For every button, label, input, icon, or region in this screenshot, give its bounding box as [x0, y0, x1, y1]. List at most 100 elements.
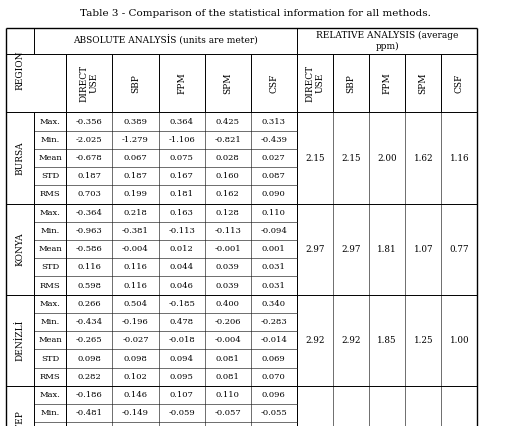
Text: ABSOLUTE ANALYSİS (units are meter): ABSOLUTE ANALYSİS (units are meter)	[73, 35, 257, 46]
Text: Min.: Min.	[40, 409, 60, 417]
Text: CSF: CSF	[269, 73, 278, 93]
Text: STD: STD	[41, 354, 59, 363]
Text: Table 3 - Comparison of the statistical information for all methods.: Table 3 - Comparison of the statistical …	[79, 9, 430, 18]
Text: 0.77: 0.77	[448, 245, 468, 253]
Text: SBP: SBP	[346, 74, 355, 92]
Text: 0.163: 0.163	[169, 209, 193, 217]
Text: Min.: Min.	[40, 227, 60, 235]
Text: 0.098: 0.098	[77, 354, 101, 363]
Text: STD: STD	[41, 263, 59, 271]
Text: 1.07: 1.07	[413, 245, 432, 253]
Text: Max.: Max.	[40, 300, 60, 308]
Text: -0.586: -0.586	[76, 245, 102, 253]
Text: -0.018: -0.018	[168, 336, 194, 344]
Text: 0.282: 0.282	[77, 373, 101, 381]
Text: 2.15: 2.15	[341, 153, 360, 163]
Text: RELATIVE ANALYSIS (average
ppm): RELATIVE ANALYSIS (average ppm)	[315, 31, 458, 51]
Text: 0.044: 0.044	[169, 263, 193, 271]
Text: -0.364: -0.364	[76, 209, 103, 217]
Text: SBP: SBP	[131, 74, 139, 92]
Text: FPM: FPM	[177, 72, 186, 94]
Text: 0.028: 0.028	[215, 154, 239, 162]
Text: -0.186: -0.186	[76, 391, 102, 399]
Text: Min.: Min.	[40, 318, 60, 326]
Text: 0.039: 0.039	[215, 263, 239, 271]
Text: -1.279: -1.279	[122, 136, 149, 144]
Text: -0.004: -0.004	[214, 336, 241, 344]
Text: 0.012: 0.012	[169, 245, 193, 253]
Text: -0.481: -0.481	[76, 409, 103, 417]
Text: 0.031: 0.031	[262, 263, 285, 271]
Text: RMS: RMS	[40, 373, 60, 381]
Text: 0.400: 0.400	[215, 300, 239, 308]
Text: 0.128: 0.128	[215, 209, 239, 217]
Text: 2.00: 2.00	[377, 153, 396, 163]
Text: 0.478: 0.478	[169, 318, 193, 326]
Text: 0.096: 0.096	[262, 391, 285, 399]
Text: 0.425: 0.425	[215, 118, 239, 126]
Text: 0.313: 0.313	[261, 118, 285, 126]
Text: Max.: Max.	[40, 209, 60, 217]
Text: SPM: SPM	[418, 72, 427, 94]
Text: Mean: Mean	[38, 154, 62, 162]
Text: 1.00: 1.00	[448, 336, 468, 345]
Text: 0.116: 0.116	[123, 263, 147, 271]
Text: 0.181: 0.181	[169, 190, 193, 199]
Text: 0.266: 0.266	[77, 300, 101, 308]
Text: 0.598: 0.598	[77, 282, 101, 290]
Text: -0.265: -0.265	[76, 336, 102, 344]
Text: -0.094: -0.094	[260, 227, 287, 235]
Text: -0.821: -0.821	[214, 136, 241, 144]
Text: 0.070: 0.070	[262, 373, 285, 381]
Text: 0.187: 0.187	[123, 172, 147, 180]
Text: 0.218: 0.218	[123, 209, 147, 217]
Text: -0.057: -0.057	[214, 409, 241, 417]
Text: STD: STD	[41, 172, 59, 180]
Text: -0.434: -0.434	[76, 318, 103, 326]
Text: SPM: SPM	[223, 72, 232, 94]
Text: -0.963: -0.963	[76, 227, 102, 235]
Text: 0.116: 0.116	[77, 263, 101, 271]
Text: 0.094: 0.094	[169, 354, 193, 363]
Text: 0.098: 0.098	[123, 354, 147, 363]
Text: 2.97: 2.97	[341, 245, 360, 253]
Text: 0.081: 0.081	[215, 354, 239, 363]
Text: -0.196: -0.196	[122, 318, 149, 326]
Text: 0.160: 0.160	[215, 172, 239, 180]
Text: -0.004: -0.004	[122, 245, 149, 253]
Text: 0.031: 0.031	[262, 282, 285, 290]
Text: 2.92: 2.92	[341, 336, 360, 345]
Text: -0.113: -0.113	[168, 227, 194, 235]
Text: CSF: CSF	[454, 73, 463, 93]
Text: -0.678: -0.678	[76, 154, 102, 162]
Text: -0.356: -0.356	[76, 118, 102, 126]
Text: RMS: RMS	[40, 190, 60, 199]
Text: 1.81: 1.81	[377, 245, 396, 253]
Text: 0.107: 0.107	[169, 391, 193, 399]
Text: 2.97: 2.97	[304, 245, 324, 253]
Text: -0.381: -0.381	[122, 227, 149, 235]
Text: Max.: Max.	[40, 391, 60, 399]
Text: 1.25: 1.25	[413, 336, 432, 345]
Text: -0.439: -0.439	[260, 136, 287, 144]
Text: -0.206: -0.206	[214, 318, 240, 326]
Text: 0.199: 0.199	[123, 190, 147, 199]
Text: 0.146: 0.146	[123, 391, 147, 399]
Text: Min.: Min.	[40, 136, 60, 144]
Text: 0.389: 0.389	[123, 118, 147, 126]
Text: 2.92: 2.92	[304, 336, 324, 345]
Text: -2.025: -2.025	[76, 136, 102, 144]
Text: Max.: Max.	[40, 118, 60, 126]
Text: -0.055: -0.055	[260, 409, 287, 417]
Text: 0.167: 0.167	[169, 172, 193, 180]
Text: 2.15: 2.15	[304, 153, 324, 163]
Text: -0.149: -0.149	[122, 409, 149, 417]
Text: -0.014: -0.014	[260, 336, 287, 344]
Text: 1.16: 1.16	[448, 153, 468, 163]
Text: G.ANTEP: G.ANTEP	[15, 410, 24, 426]
Text: 0.001: 0.001	[262, 245, 285, 253]
Text: 0.110: 0.110	[215, 391, 239, 399]
Text: DIRECT
USE: DIRECT USE	[305, 65, 324, 102]
Text: BURSA: BURSA	[15, 141, 24, 175]
Text: -1.106: -1.106	[168, 136, 194, 144]
